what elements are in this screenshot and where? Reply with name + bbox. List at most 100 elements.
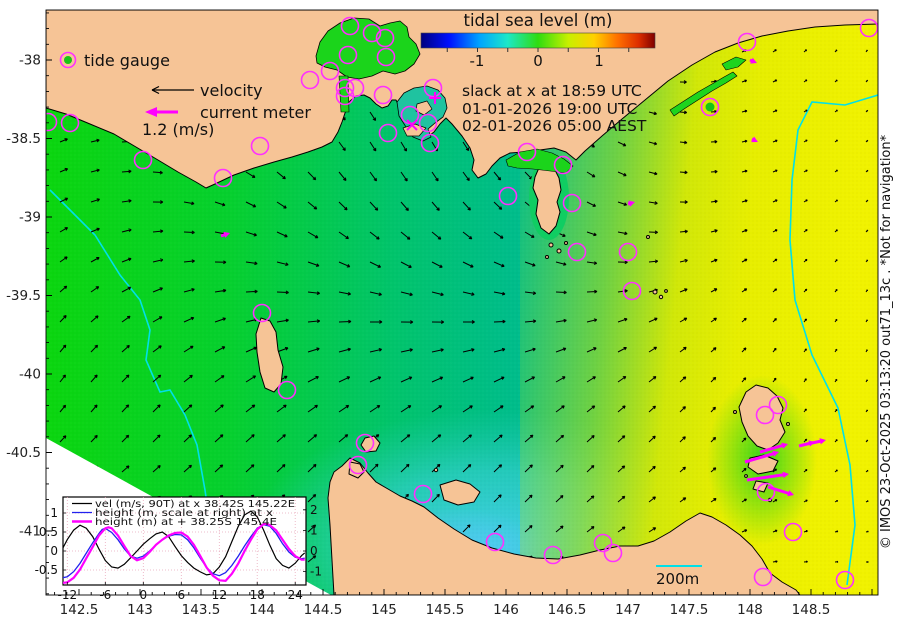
lon-tick-label: 147 bbox=[615, 602, 641, 618]
status-block: slack at x at 18:59 UTC 01-01-2026 19:00… bbox=[462, 82, 647, 135]
tide-gauge-marker bbox=[362, 23, 382, 43]
current-meter-marker-head bbox=[787, 490, 794, 497]
latitude-axis-labels: -38 -38.5 -39 -39.5 -40 -40.5 -41 bbox=[6, 53, 41, 540]
land-flinders-island bbox=[738, 384, 786, 451]
colorbar-gradient bbox=[420, 32, 656, 49]
inset-left-tick-label: 0.5 bbox=[39, 525, 58, 539]
tide-gauge-marker-dot bbox=[705, 102, 715, 112]
depth-contour-200m bbox=[49, 94, 878, 593]
lon-tick-label: 148 bbox=[737, 602, 763, 618]
tide-gauge-marker bbox=[553, 155, 573, 175]
inset-x-tick-label: -6 bbox=[99, 588, 111, 602]
inset-x-tick-label: 6 bbox=[177, 588, 185, 602]
inset-right-tick-label: 0 bbox=[310, 544, 318, 558]
lat-tick-label: -39.5 bbox=[6, 288, 41, 304]
lat-tick-label: -40 bbox=[19, 367, 41, 383]
tide-gauge-marker bbox=[378, 123, 398, 143]
inset-left-tick-label: 0 bbox=[50, 544, 58, 558]
tide-gauge-icon-dot bbox=[64, 56, 72, 64]
tide-gauge-marker bbox=[373, 85, 393, 105]
lat-tick-label: -38.5 bbox=[6, 131, 41, 147]
inset-left-tick-label: -0.5 bbox=[35, 563, 58, 577]
tide-gauge-marker bbox=[567, 242, 587, 262]
tide-gauge-marker bbox=[335, 86, 355, 106]
axis-ticks bbox=[46, 12, 873, 595]
current-meter-marker-head bbox=[751, 136, 758, 143]
tide-gauge-marker bbox=[783, 522, 803, 542]
inset-legend-label-vel: vel (m/s, 90T) at x 38.42S 145.22E bbox=[95, 499, 295, 510]
velocity-arrow-icon bbox=[151, 85, 194, 95]
velocity-scale-label: 1.2 (m/s) bbox=[142, 120, 214, 139]
colorbar-tick-0: 0 bbox=[533, 52, 543, 70]
inset-chart: -12 -6 0 6 12 18 24 1 0.5 0 -0.5 2 1 0 -1 vel (m/s, 90… bbox=[35, 496, 322, 602]
tide-gauge-marker bbox=[252, 303, 272, 323]
plus-site-marker bbox=[429, 92, 441, 104]
tide-gauge-marker bbox=[375, 28, 395, 48]
tide-gauge-icon bbox=[59, 51, 77, 69]
tide-gauge-marker bbox=[768, 395, 788, 415]
islets bbox=[433, 235, 790, 503]
tide-gauge-marker bbox=[335, 78, 355, 98]
current-meter-marker bbox=[767, 485, 792, 496]
colorbar-title: tidal sea level (m) bbox=[464, 11, 613, 30]
map-frame bbox=[45, 9, 879, 596]
colorbar-tick-1: 1 bbox=[594, 52, 604, 70]
lat-tick-label: -40.5 bbox=[6, 445, 41, 461]
tide-gauge-marker bbox=[593, 533, 613, 553]
tide-gauge-marker bbox=[277, 380, 297, 400]
current-meter-arrow-icon bbox=[145, 107, 178, 117]
lat-tick-label: -39 bbox=[19, 210, 41, 226]
inset-x-tick-label: 24 bbox=[288, 588, 303, 602]
lon-tick-label: 144 bbox=[249, 602, 275, 618]
inset-series-vel bbox=[63, 510, 306, 576]
tide-gauge-marker bbox=[618, 242, 638, 262]
lon-tick-label: 147.5 bbox=[670, 602, 709, 618]
inset-right-tick-label: 1 bbox=[310, 523, 318, 537]
status-slack: slack at x at 18:59 UTC bbox=[462, 82, 642, 100]
inset-x-tick-label: -12 bbox=[58, 588, 78, 602]
current-meter-marker bbox=[744, 451, 776, 464]
inset-legend: vel (m/s, 90T) at x 38.42S 145.22E heigh… bbox=[72, 499, 295, 528]
land-tasmania bbox=[327, 457, 801, 595]
inset-left-tick-label: 1 bbox=[50, 506, 58, 520]
current-meter-label: current meter bbox=[200, 103, 311, 122]
lon-tick-label: 146.5 bbox=[548, 602, 587, 618]
gippsland-lakes bbox=[669, 56, 747, 117]
tide-gauge-marker bbox=[376, 47, 396, 67]
lat-tick-label: -41 bbox=[19, 524, 41, 540]
tide-gauge-marker bbox=[562, 193, 582, 213]
tide-gauge-marker bbox=[60, 113, 80, 133]
tide-gauge-marker bbox=[835, 570, 855, 590]
colorbar-tick-neg1: -1 bbox=[470, 52, 485, 70]
tide-gauge-marker bbox=[517, 142, 537, 162]
colorbar: tidal sea level (m) -1 0 1 bbox=[420, 11, 656, 70]
inset-x-tick-label: 12 bbox=[212, 588, 227, 602]
tide-gauge-marker bbox=[213, 168, 233, 188]
copyright-vertical-text: © IMOS 23-Oct-2025 03:13:20 out71_13c . … bbox=[879, 134, 894, 549]
tide-gauge-marker bbox=[737, 32, 757, 52]
inset-curves bbox=[63, 510, 306, 584]
tide-gauge-label: tide gauge bbox=[84, 51, 170, 70]
tide-gauge-marker bbox=[603, 543, 623, 563]
inset-x-tick-label: 18 bbox=[250, 588, 265, 602]
inset-axis-labels: -12 -6 0 6 12 18 24 1 0.5 0 -0.5 2 1 0 -1 bbox=[35, 503, 322, 602]
inset-legend-label-height-plus: height (m) at + 38.25S 145.4E bbox=[95, 517, 277, 528]
inset-axis-ticks bbox=[63, 509, 306, 585]
tide-gauge-marker bbox=[543, 545, 563, 565]
current-meter-marker-head bbox=[223, 231, 230, 238]
tide-gauge-marker bbox=[320, 61, 340, 81]
tide-gauge-marker bbox=[340, 16, 360, 36]
tide-gauge-marker bbox=[355, 433, 375, 453]
tide-gauge-marker bbox=[133, 150, 153, 170]
current-meter-marker bbox=[759, 443, 785, 454]
tide-gauge-marker bbox=[498, 186, 518, 206]
tide-gauge-marker bbox=[423, 78, 443, 98]
lon-tick-label: 143.5 bbox=[182, 602, 221, 618]
inset-legend-label-height-x: height (m, scale at right) at x bbox=[95, 508, 273, 519]
tide-gauge-marker bbox=[485, 532, 505, 552]
station-markers bbox=[46, 16, 878, 590]
lat-tick-label: -38 bbox=[19, 53, 41, 69]
current-meter-marker-head bbox=[819, 438, 826, 445]
